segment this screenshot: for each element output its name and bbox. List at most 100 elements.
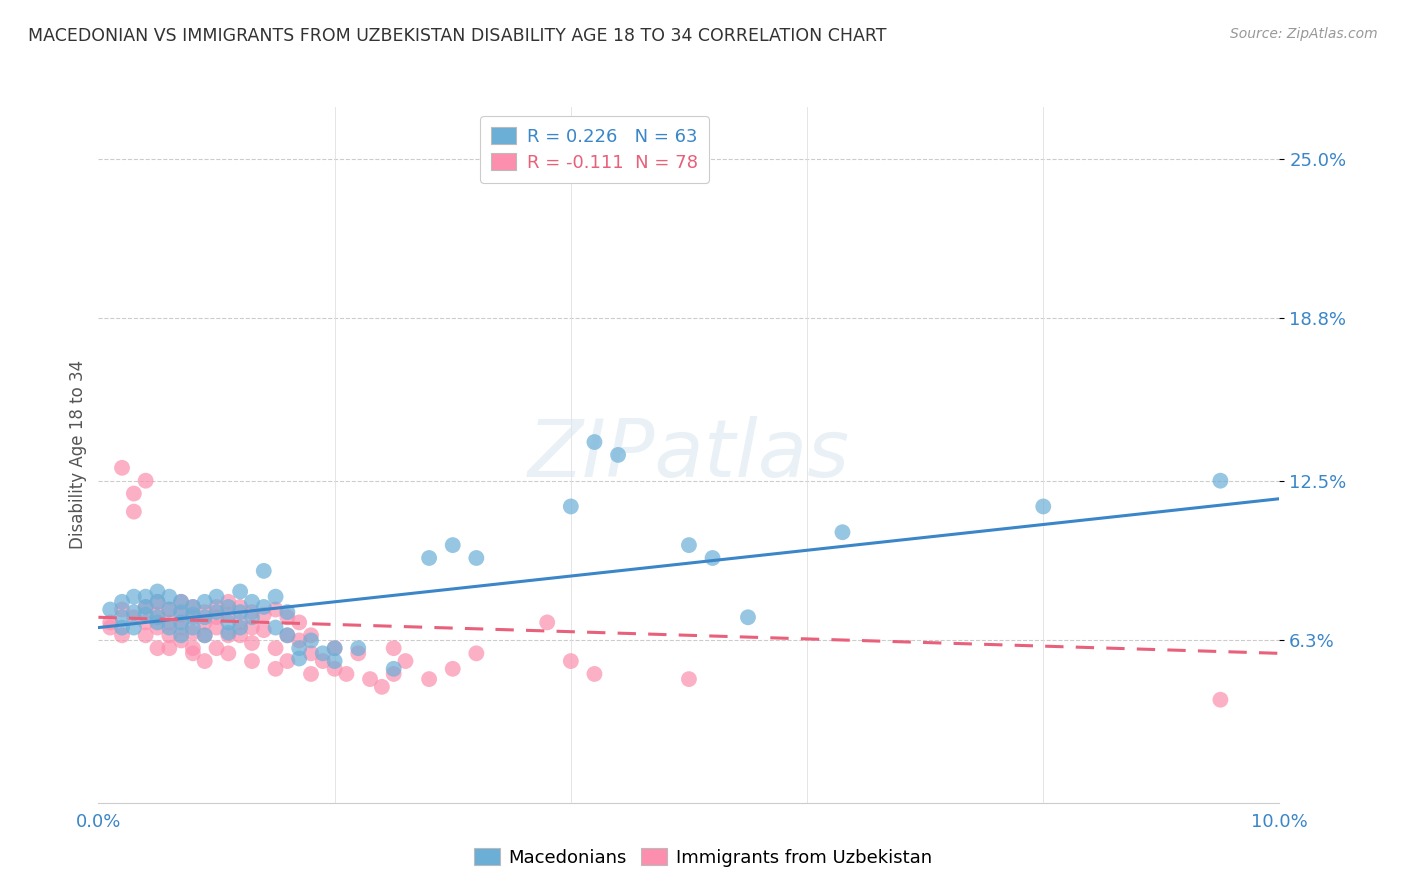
Point: [347, 641, 370, 656]
Point: [323, 662, 346, 676]
Point: [264, 641, 287, 656]
Point: [122, 610, 145, 624]
Point: [441, 662, 464, 676]
Point: [276, 628, 298, 642]
Point: [583, 667, 606, 681]
Point: [135, 615, 157, 630]
Point: [122, 605, 145, 619]
Point: [205, 610, 228, 624]
Point: [146, 607, 169, 622]
Point: [253, 564, 276, 578]
Point: [253, 623, 276, 637]
Point: [146, 595, 169, 609]
Point: [181, 646, 204, 660]
Point: [157, 615, 180, 630]
Point: [299, 667, 322, 681]
Point: [170, 621, 193, 635]
Point: [194, 610, 217, 624]
Point: [205, 599, 228, 614]
Point: [111, 610, 134, 624]
Point: [122, 590, 145, 604]
Point: [253, 607, 276, 622]
Point: [229, 584, 252, 599]
Point: [312, 654, 335, 668]
Legend: R = 0.226   N = 63, R = -0.111  N = 78: R = 0.226 N = 63, R = -0.111 N = 78: [479, 116, 709, 183]
Point: [194, 605, 217, 619]
Point: [135, 590, 157, 604]
Point: [205, 641, 228, 656]
Point: [323, 654, 346, 668]
Point: [1209, 692, 1232, 706]
Point: [157, 628, 180, 642]
Point: [288, 651, 311, 665]
Point: [312, 646, 335, 660]
Point: [276, 654, 298, 668]
Point: [264, 590, 287, 604]
Point: [276, 605, 298, 619]
Point: [146, 615, 169, 630]
Legend: Macedonians, Immigrants from Uzbekistan: Macedonians, Immigrants from Uzbekistan: [467, 841, 939, 874]
Point: [418, 551, 440, 566]
Point: [111, 628, 134, 642]
Point: [135, 607, 157, 622]
Point: [240, 605, 263, 619]
Point: [111, 460, 134, 475]
Point: [122, 505, 145, 519]
Point: [536, 615, 558, 630]
Point: [135, 599, 157, 614]
Point: [1209, 474, 1232, 488]
Point: [299, 633, 322, 648]
Point: [737, 610, 759, 624]
Point: [146, 595, 169, 609]
Point: [170, 605, 193, 619]
Point: [418, 672, 440, 686]
Point: [276, 610, 298, 624]
Point: [170, 615, 193, 630]
Point: [359, 672, 381, 686]
Point: [1032, 500, 1054, 514]
Point: [217, 615, 239, 630]
Point: [98, 615, 121, 630]
Point: [217, 646, 239, 660]
Point: [217, 595, 239, 609]
Point: [394, 654, 416, 668]
Point: [157, 621, 180, 635]
Point: [194, 654, 217, 668]
Point: [181, 621, 204, 635]
Point: [702, 551, 724, 566]
Point: [288, 633, 311, 648]
Point: [217, 599, 239, 614]
Point: [111, 595, 134, 609]
Point: [111, 602, 134, 616]
Point: [335, 667, 357, 681]
Point: [323, 641, 346, 656]
Point: [217, 625, 239, 640]
Point: [170, 595, 193, 609]
Point: [382, 662, 405, 676]
Point: [135, 599, 157, 614]
Point: [253, 599, 276, 614]
Point: [465, 646, 488, 660]
Point: [146, 610, 169, 624]
Point: [382, 667, 405, 681]
Point: [181, 641, 204, 656]
Point: [181, 625, 204, 640]
Point: [240, 654, 263, 668]
Point: [382, 641, 405, 656]
Point: [678, 538, 700, 552]
Point: [264, 662, 287, 676]
Point: [170, 607, 193, 622]
Point: [323, 641, 346, 656]
Point: [157, 590, 180, 604]
Point: [146, 641, 169, 656]
Point: [157, 602, 180, 616]
Point: [181, 610, 204, 624]
Point: [181, 599, 204, 614]
Point: [240, 621, 263, 635]
Point: [229, 628, 252, 642]
Point: [264, 602, 287, 616]
Point: [122, 621, 145, 635]
Point: [276, 628, 298, 642]
Text: ZIPatlas: ZIPatlas: [527, 416, 851, 494]
Point: [135, 474, 157, 488]
